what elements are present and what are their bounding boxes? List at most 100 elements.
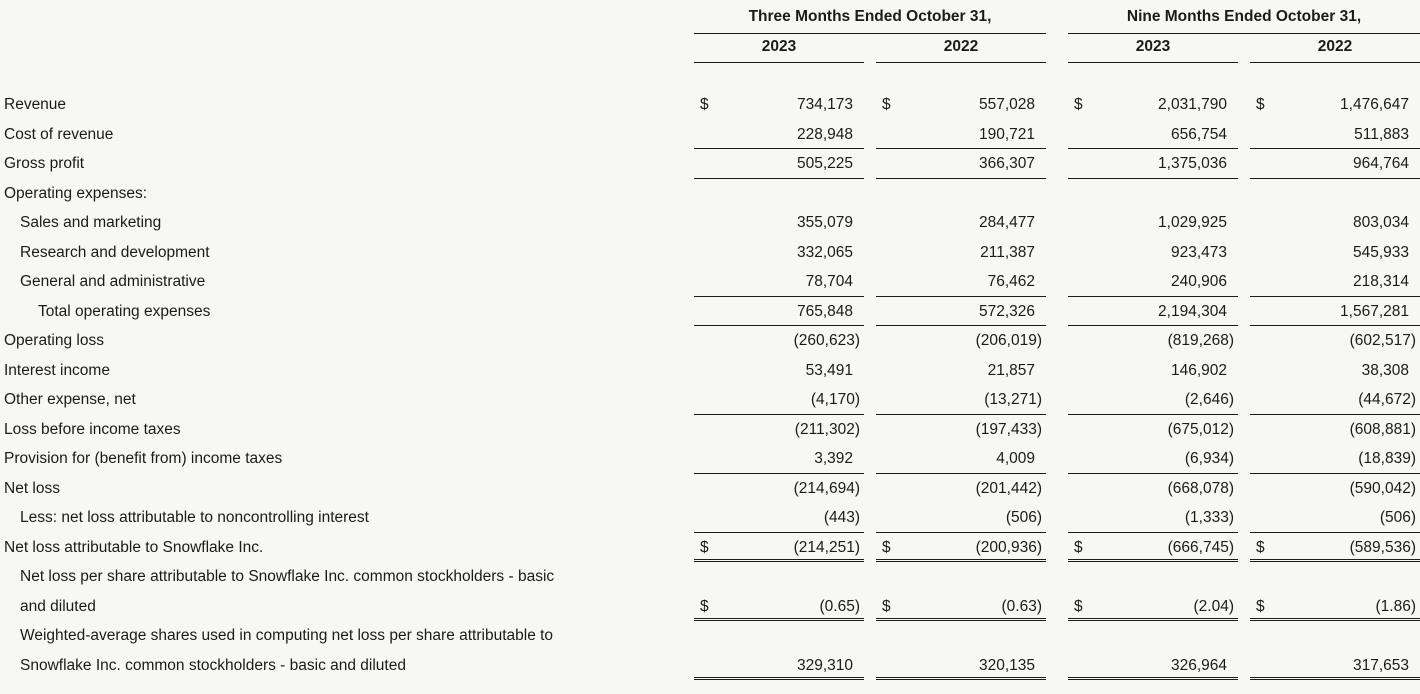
cell-value: (4,170) — [810, 391, 860, 408]
row-label: Gross profit — [4, 155, 85, 172]
cell-value: (260,623) — [793, 332, 860, 349]
value-cell: 329,310 — [694, 651, 864, 680]
value-cell: (4,170) — [694, 385, 864, 415]
value-cell: 332,065 — [694, 238, 864, 268]
cell-value: (1.86) — [1375, 597, 1417, 615]
value-cell: 366,307 — [876, 149, 1046, 179]
dollar-sign — [1250, 297, 1256, 326]
cell-value: 803,034 — [1352, 214, 1409, 231]
year-header-three-months-2022: 2022 — [876, 34, 1046, 63]
table-row: Sales and marketing 355,079 284,477 1,02… — [0, 208, 1420, 238]
col-group-three-months: Three Months Ended October 31, — [694, 8, 1046, 34]
table-row: Research and development 332,065 211,387… — [0, 238, 1420, 268]
dollar-sign — [1068, 651, 1074, 678]
cell-value: (1,333) — [1184, 509, 1234, 526]
dollar-sign — [1068, 267, 1074, 296]
row-label: Weighted-average shares used in computin… — [0, 621, 694, 680]
value-cell: (201,442) — [876, 474, 1046, 504]
col-group-nine-months: Nine Months Ended October 31, — [1068, 8, 1420, 34]
table-row: Cost of revenue 228,948 190,721 656,754 … — [0, 120, 1420, 149]
dollar-sign: $ — [882, 96, 891, 113]
cell-value: (602,517) — [1349, 332, 1416, 349]
cell-value: (675,012) — [1167, 420, 1234, 438]
row-label: Net loss attributable to Snowflake Inc. — [4, 538, 264, 556]
row-label: Interest income — [4, 361, 110, 379]
value-cell: $557,028 — [876, 90, 1046, 120]
row-label: General and administrative — [20, 273, 206, 290]
dollar-sign — [1250, 503, 1256, 532]
value-cell: 53,491 — [694, 356, 864, 386]
value-cell: (260,623) — [694, 326, 864, 356]
cell-value: (506) — [1379, 509, 1416, 526]
value-cell: 545,933 — [1250, 238, 1420, 268]
dollar-sign — [1068, 120, 1074, 149]
dollar-sign — [1250, 415, 1256, 445]
dollar-sign — [1068, 297, 1074, 326]
dollar-sign — [1250, 149, 1256, 178]
cell-value: 366,307 — [978, 155, 1035, 172]
value-cell: 218,314 — [1250, 267, 1420, 297]
dollar-sign — [876, 444, 882, 473]
dollar-sign — [1068, 149, 1074, 178]
cell-value: 1,476,647 — [1340, 96, 1409, 113]
table-row: Operating loss (260,623) (206,019) (819,… — [0, 326, 1420, 356]
cell-value: 3,392 — [814, 450, 853, 467]
value-cell: (1,333) — [1068, 503, 1238, 533]
cell-value: 240,906 — [1170, 273, 1227, 290]
row-label-line: Snowflake Inc. common stockholders - bas… — [20, 656, 406, 674]
value-cell: 656,754 — [1068, 120, 1238, 149]
value-cell: 964,764 — [1250, 149, 1420, 179]
cell-value: 320,135 — [978, 656, 1035, 674]
value-cell: 146,902 — [1068, 356, 1238, 386]
cell-value: 545,933 — [1352, 243, 1409, 261]
cell-value: (201,442) — [975, 479, 1042, 497]
value-cell: (819,268) — [1068, 326, 1238, 356]
table-body: Revenue $734,173 $557,028 $2,031,790 $1,… — [0, 90, 1420, 680]
cell-value: 146,902 — [1170, 361, 1227, 379]
income-statement-table: Three Months Ended October 31, Nine Mont… — [0, 8, 1420, 680]
cell-value: (197,433) — [975, 420, 1042, 438]
cell-value: (214,251) — [793, 538, 860, 556]
dollar-sign — [694, 238, 700, 268]
year-header-three-months-2023: 2023 — [694, 34, 864, 63]
dollar-sign — [876, 120, 882, 149]
dollar-sign — [1250, 474, 1256, 504]
cell-value: 656,754 — [1170, 125, 1227, 143]
value-cell: 765,848 — [694, 297, 864, 326]
value-cell: 326,964 — [1068, 651, 1238, 680]
dollar-sign — [1250, 326, 1256, 356]
dollar-sign — [694, 651, 700, 678]
cell-value: 21,857 — [987, 361, 1035, 379]
value-cell: $ (2.04) — [1068, 592, 1238, 621]
dollar-sign — [694, 267, 700, 296]
value-cell: 317,653 — [1250, 651, 1420, 680]
table-row: General and administrative 78,704 76,462… — [0, 267, 1420, 297]
dollar-sign — [694, 149, 700, 178]
table-row: Operating expenses: — [0, 179, 1420, 209]
value-cell — [1068, 179, 1238, 209]
dollar-sign — [876, 474, 882, 504]
cell-value: 329,310 — [796, 656, 853, 674]
cell-value: 557,028 — [978, 96, 1035, 113]
cell-value: (608,881) — [1349, 420, 1416, 438]
dollar-sign: $ — [1256, 538, 1265, 556]
value-cell: $1,476,647 — [1250, 90, 1420, 120]
cell-value: 211,387 — [980, 243, 1035, 261]
value-cell: $ (666,745) — [1068, 533, 1238, 562]
cell-value: (589,536) — [1349, 538, 1416, 556]
dollar-sign — [876, 385, 882, 414]
cell-value: (443) — [823, 509, 860, 526]
dollar-sign — [1068, 474, 1074, 504]
cell-value: 218,314 — [1352, 273, 1409, 290]
dollar-sign — [1250, 179, 1256, 209]
dollar-sign — [1250, 651, 1256, 678]
value-cell: (214,694) — [694, 474, 864, 504]
value-cell: 76,462 — [876, 267, 1046, 297]
value-cell: $ (1.86) — [1250, 592, 1420, 621]
dollar-sign — [694, 179, 700, 209]
value-cell: (197,433) — [876, 415, 1046, 445]
dollar-sign — [694, 356, 700, 386]
value-cell: 1,375,036 — [1068, 149, 1238, 179]
value-cell: (18,839) — [1250, 444, 1420, 474]
row-label: Loss before income taxes — [4, 420, 181, 438]
